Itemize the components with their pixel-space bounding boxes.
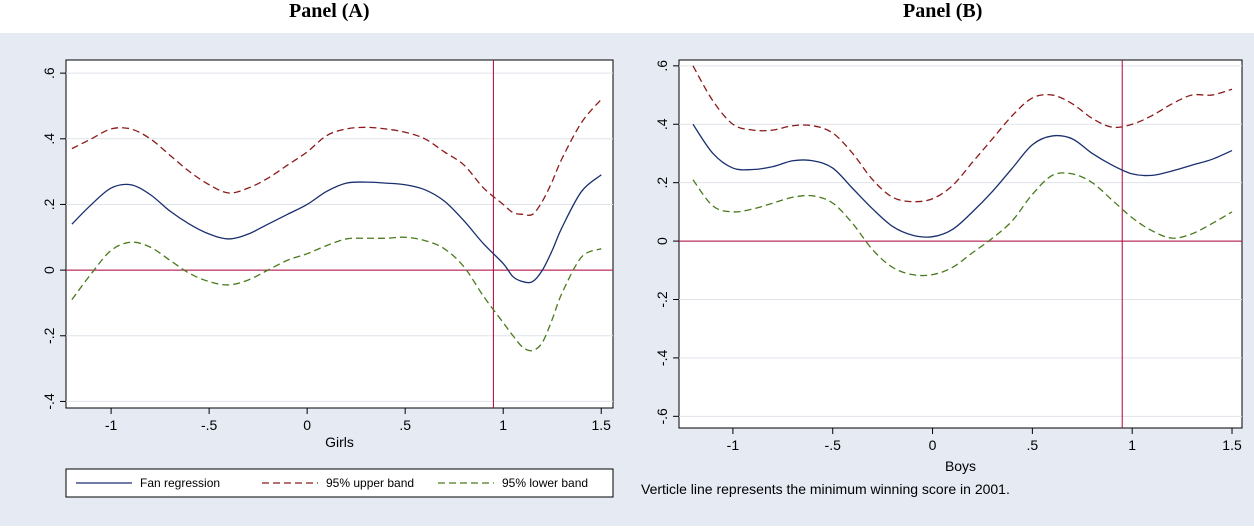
legend-label-upper: 95% upper band — [326, 476, 414, 490]
x-tick-label: 0 — [303, 417, 311, 433]
x-tick-label: 1.5 — [1222, 437, 1242, 453]
footnote: Verticle line represents the minimum win… — [641, 481, 1010, 497]
y-tick-label: -.2 — [654, 291, 670, 308]
legend: Fan regression 95% upper band 95% lower … — [65, 468, 614, 498]
chart-panel-a: -.4 -.2 0 .2 .4 .6 -1 -.5 0 .5 1 1.5 Girls — [41, 59, 614, 450]
x-tick-label: .5 — [399, 417, 411, 433]
legend-label-fit: Fan regression — [140, 476, 220, 490]
y-tick-label: .6 — [654, 60, 670, 72]
x-tick-label: 1 — [499, 417, 507, 433]
x-tick-label: 1.5 — [592, 417, 612, 433]
x-tick-label: -.5 — [825, 437, 842, 453]
series-line-upper — [71, 98, 602, 216]
y-tick-label: 0 — [41, 266, 57, 274]
x-axis-label: Girls — [325, 434, 354, 450]
y-tick-label: -.4 — [41, 393, 57, 410]
y-tick-label: .4 — [41, 133, 57, 145]
series-line-lower — [692, 172, 1233, 277]
y-tick-label: -.2 — [41, 327, 57, 344]
panel-a-title: Panel (A) — [289, 0, 370, 22]
y-tick-label: .4 — [654, 118, 670, 130]
legend-box — [65, 468, 614, 498]
x-tick-label: 0 — [929, 437, 937, 453]
x-axis-label: Boys — [945, 458, 976, 474]
plot-area — [678, 59, 1243, 429]
chart-panel-b: -.6 -.4 -.2 0 .2 .4 .6 -1 -.5 0 .5 1 1.5 Boys — [654, 59, 1243, 474]
legend-label-lower: 95% lower band — [502, 476, 588, 490]
panel-b-title: Panel (B) — [903, 0, 983, 22]
series-line-fit — [71, 174, 602, 284]
x-tick-label: -1 — [105, 417, 118, 433]
y-tick-label: .2 — [41, 198, 57, 210]
y-tick-label: 0 — [654, 237, 670, 245]
series-line-fit — [692, 123, 1233, 238]
y-tick-label: .6 — [41, 67, 57, 79]
y-tick-label: .2 — [654, 177, 670, 189]
x-tick-label: .5 — [1027, 437, 1039, 453]
plot-area — [65, 59, 614, 409]
x-tick-label: -.5 — [201, 417, 218, 433]
y-tick-label: -.4 — [654, 350, 670, 367]
x-tick-label: -1 — [727, 437, 740, 453]
series-line-upper — [692, 65, 1233, 203]
x-tick-label: 1 — [1128, 437, 1136, 453]
y-tick-label: -.6 — [654, 408, 670, 425]
